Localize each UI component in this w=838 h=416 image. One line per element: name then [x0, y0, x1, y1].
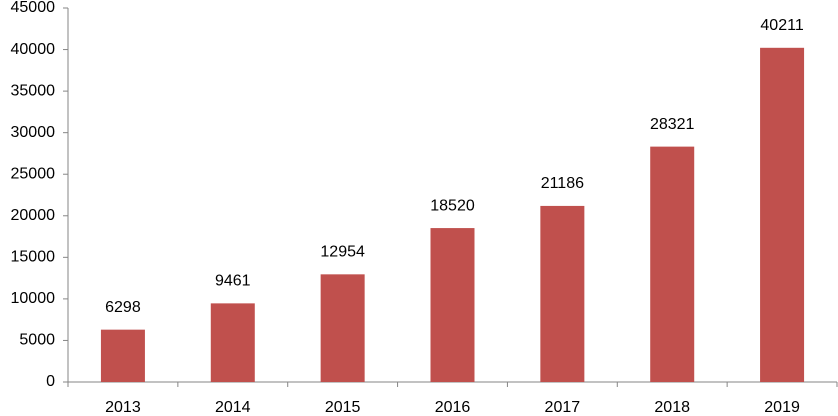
data-label: 21186	[541, 175, 584, 192]
y-tick-label: 15000	[11, 249, 56, 266]
bar	[430, 228, 475, 382]
y-tick-label: 40000	[11, 41, 56, 58]
bar	[210, 303, 255, 382]
y-tick-label: 5000	[19, 332, 55, 349]
y-tick-label: 25000	[11, 165, 56, 182]
data-label: 40211	[760, 17, 803, 34]
data-label: 9461	[215, 273, 251, 290]
data-label: 6298	[105, 299, 141, 316]
bar	[650, 146, 695, 382]
y-tick-label: 45000	[11, 0, 56, 16]
y-tick-label: 35000	[11, 82, 56, 99]
x-tick-label: 2016	[435, 399, 471, 416]
y-tick-label: 30000	[11, 124, 56, 141]
bar	[540, 205, 585, 382]
x-tick-label: 2013	[105, 399, 141, 416]
y-tick-label: 0	[46, 373, 55, 390]
y-tick-label: 20000	[11, 207, 56, 224]
x-tick-label: 2019	[764, 399, 800, 416]
x-tick-label: 2014	[215, 399, 251, 416]
x-tick-label: 2017	[545, 399, 581, 416]
bar	[100, 329, 145, 382]
data-label: 18520	[430, 197, 475, 214]
data-label: 28321	[650, 116, 695, 133]
bar	[760, 47, 805, 382]
x-tick-label: 2015	[325, 399, 361, 416]
bar	[320, 274, 365, 382]
y-tick-label: 10000	[11, 290, 56, 307]
x-tick-label: 2018	[654, 399, 690, 416]
data-label: 12954	[320, 244, 365, 261]
